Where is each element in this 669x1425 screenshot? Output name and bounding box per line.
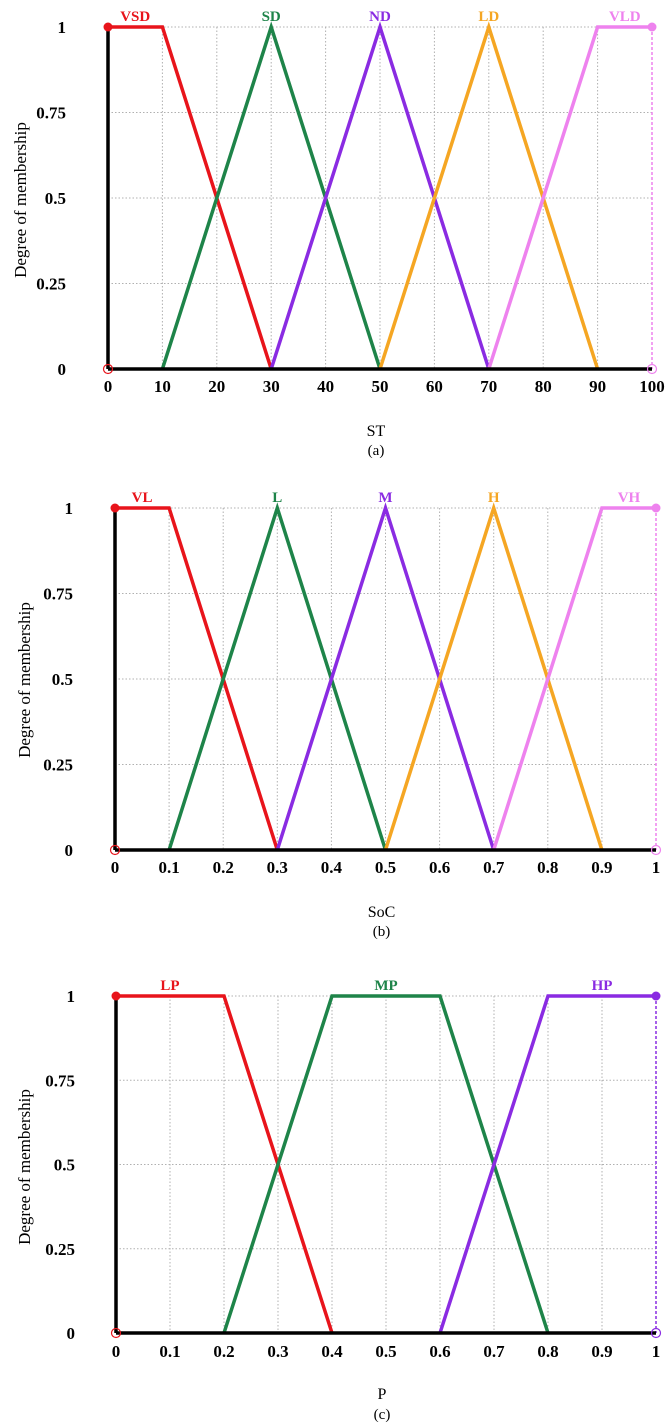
mf-label-h: H <box>488 490 500 506</box>
x-axis-title: ST <box>367 423 386 440</box>
x-tick-label: 1 <box>652 1342 661 1361</box>
x-tick-label: 90 <box>589 377 606 396</box>
series-line-m <box>275 502 496 851</box>
subcaption: (b) <box>373 924 391 940</box>
chart-soc: VL L M H VH 0 0.1 0.2 0.3 0.4 0.5 0.6 0.7 0.8 0.9 1 0 0.2… <box>15 490 662 940</box>
x-tick-label: 20 <box>208 377 225 396</box>
y-tick-label: 0.25 <box>45 1240 75 1259</box>
x-axis-title: SoC <box>368 904 396 921</box>
x-tick-label: 0.7 <box>483 1342 505 1361</box>
y-tick-label: 1 <box>65 499 74 518</box>
chart-p: LP MP HP 0 0.1 0.2 0.3 0.4 0.5 0.6 0.7 0.8 0.9 1 0 0.25… <box>15 978 662 1423</box>
x-tick-label: 0.9 <box>591 1342 612 1361</box>
x-tick-label: 0 <box>104 377 113 396</box>
y-tick-label: 1 <box>67 987 76 1006</box>
mf-label-sd: SD <box>262 9 281 25</box>
y-tick-label: 0.5 <box>45 189 66 208</box>
series-line-vsd <box>108 25 273 370</box>
origin-marker <box>102 363 114 375</box>
y-tick-label: 0.75 <box>36 104 66 123</box>
y-tick-label: 1 <box>58 18 67 37</box>
series-line-ld <box>378 21 600 370</box>
x-tick-label: 1 <box>652 858 661 877</box>
mf-label-hp: HP <box>592 978 613 994</box>
mf-label-vh: VH <box>618 490 641 506</box>
series-line-l <box>167 502 388 851</box>
x-tick-label: 0.3 <box>267 1342 288 1361</box>
x-tick-label: 0.4 <box>321 1342 343 1361</box>
y-axis-title: Degree of membership <box>15 1089 34 1245</box>
x-tick-label: 80 <box>535 377 552 396</box>
x-tick-label: 60 <box>426 377 443 396</box>
x-tick-label: 0.9 <box>591 858 612 877</box>
mf-label-mp: MP <box>374 978 397 994</box>
y-tick-label: 0.5 <box>52 670 73 689</box>
x-tick-label: 0.1 <box>159 1342 180 1361</box>
series-line-nd <box>269 21 491 370</box>
series-line-vl <box>115 506 279 851</box>
series-line-sd <box>160 21 382 370</box>
mf-label-vld: VLD <box>609 9 641 25</box>
x-tick-label: 70 <box>480 377 497 396</box>
start-marker <box>111 991 121 1001</box>
x-tick-label: 50 <box>372 377 389 396</box>
y-tick-label: 0 <box>67 1324 76 1343</box>
x-tick-label: 0.2 <box>213 1342 234 1361</box>
x-tick-label: 0 <box>111 858 120 877</box>
y-tick-label: 0.25 <box>36 275 66 294</box>
mf-label-vl: VL <box>132 490 153 506</box>
y-tick-label: 0 <box>65 841 74 860</box>
y-tick-label: 0 <box>58 360 67 379</box>
series-line-hp <box>438 994 656 1334</box>
x-tick-label: 0.7 <box>483 858 505 877</box>
y-axis-title: Degree of membership <box>15 602 34 758</box>
end-marker <box>651 991 661 1001</box>
x-tick-label: 100 <box>639 377 665 396</box>
mf-label-lp: LP <box>160 978 179 994</box>
x-tick-label: 0 <box>112 1342 121 1361</box>
x-tick-label: 0.4 <box>321 858 343 877</box>
end-origin-marker <box>646 363 658 375</box>
y-tick-label: 0.25 <box>43 756 73 775</box>
start-marker <box>110 503 120 513</box>
x-tick-label: 0.5 <box>375 1342 396 1361</box>
origin-marker <box>109 844 121 856</box>
y-tick-label: 0.75 <box>43 585 73 604</box>
y-tick-label: 0.5 <box>54 1156 75 1175</box>
subcaption: (a) <box>368 443 385 459</box>
series-line-vld <box>487 25 652 370</box>
end-marker <box>651 503 661 513</box>
chart-st: VSD SD ND LD VLD 0 10 20 30 40 50 60 70 80 90 100 0 0.25 0… <box>11 9 665 459</box>
end-origin-marker <box>650 1327 662 1339</box>
end-origin-marker <box>650 844 662 856</box>
x-tick-label: 40 <box>317 377 334 396</box>
mf-label-ld: LD <box>478 9 499 25</box>
x-tick-label: 0.6 <box>429 1342 450 1361</box>
x-tick-label: 0.1 <box>158 858 179 877</box>
x-tick-label: 10 <box>154 377 171 396</box>
x-tick-label: 0.3 <box>267 858 288 877</box>
mf-label-vsd: VSD <box>120 9 150 25</box>
x-tick-label: 0.2 <box>213 858 234 877</box>
mf-label-nd: ND <box>369 9 391 25</box>
x-tick-label: 0.6 <box>429 858 450 877</box>
x-axis-title: P <box>378 1386 387 1403</box>
y-axis-title: Degree of membership <box>11 122 30 278</box>
x-tick-label: 0.8 <box>537 858 558 877</box>
subcaption: (c) <box>374 1407 391 1423</box>
mf-label-m: M <box>378 490 392 506</box>
x-tick-label: 30 <box>263 377 280 396</box>
x-tick-label: 0.5 <box>375 858 396 877</box>
series-line-lp <box>116 994 334 1334</box>
end-marker <box>647 22 657 32</box>
x-tick-label: 0.8 <box>537 1342 558 1361</box>
origin-marker <box>110 1327 122 1339</box>
series-line-h <box>383 502 604 851</box>
mf-label-l: L <box>272 490 282 506</box>
series-line-vh <box>492 506 656 851</box>
y-tick-label: 0.75 <box>45 1071 75 1090</box>
start-marker <box>103 22 113 32</box>
